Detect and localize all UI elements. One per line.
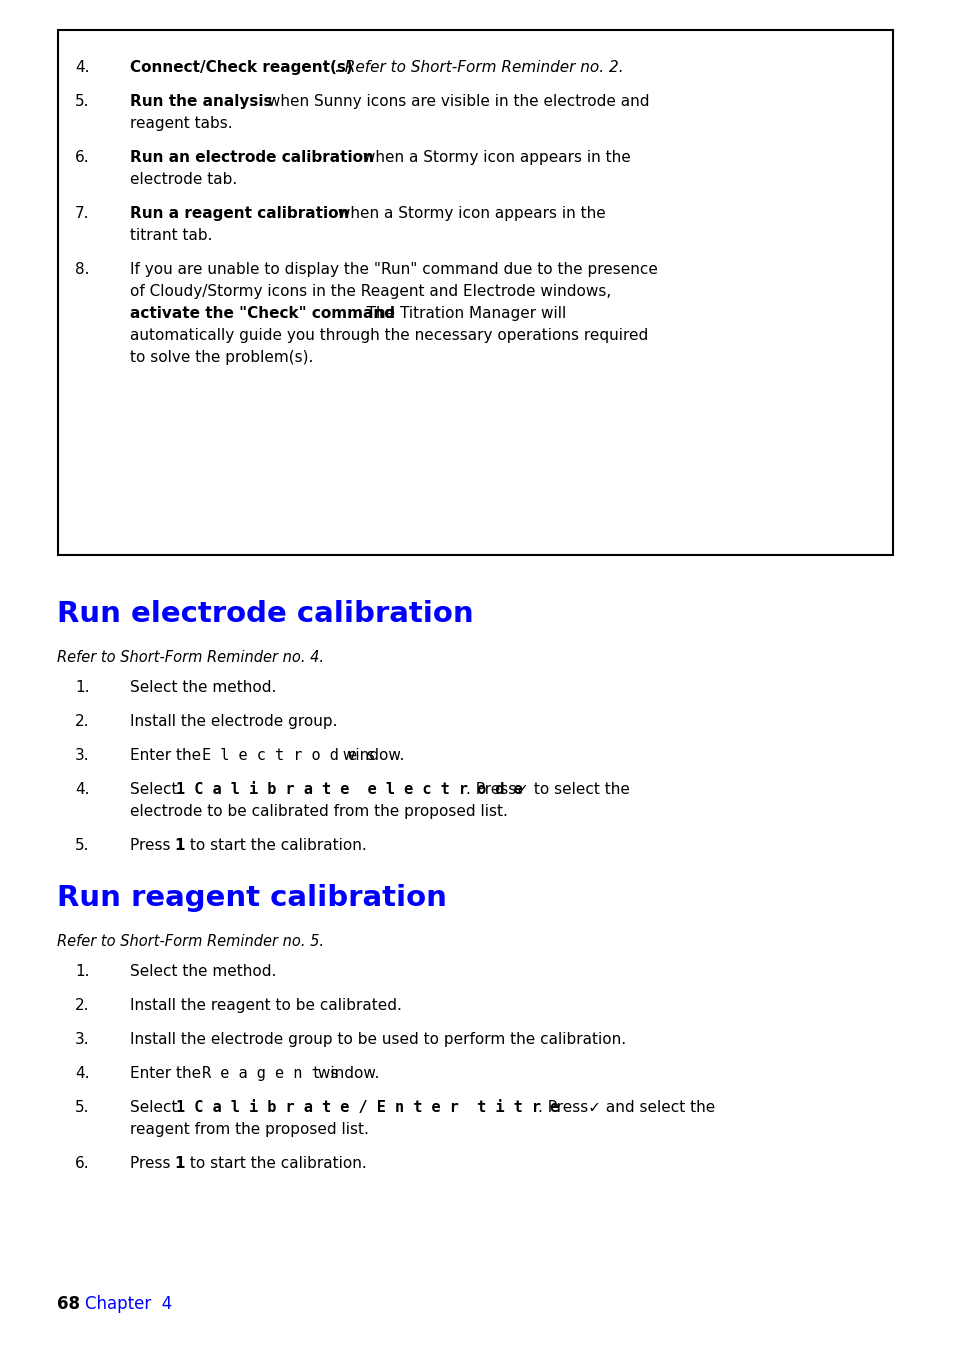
Text: Refer to Short-Form Reminder no. 5.: Refer to Short-Form Reminder no. 5. [57,934,324,949]
Text: Install the electrode group.: Install the electrode group. [130,714,337,729]
Text: 7.: 7. [75,206,90,220]
Text: 3.: 3. [75,748,90,763]
Text: titrant tab.: titrant tab. [130,228,213,243]
Text: 5.: 5. [75,838,90,853]
Text: 4.: 4. [75,59,90,74]
Text: 1.: 1. [75,964,90,979]
Text: to start the calibration.: to start the calibration. [185,1156,366,1171]
Text: 8.: 8. [75,262,90,277]
Text: Chapter  4: Chapter 4 [85,1295,172,1313]
Text: Install the reagent to be calibrated.: Install the reagent to be calibrated. [130,998,401,1013]
FancyBboxPatch shape [58,30,892,556]
Text: 2.: 2. [75,714,90,729]
Text: Select: Select [130,1101,182,1115]
Text: Connect/Check reagent(s): Connect/Check reagent(s) [130,59,353,74]
Text: 1 C a l i b r a t e  e l e c t r o d e: 1 C a l i b r a t e e l e c t r o d e [175,781,522,796]
Text: Install the electrode group to be used to perform the calibration.: Install the electrode group to be used t… [130,1032,625,1046]
Text: Run reagent calibration: Run reagent calibration [57,884,446,913]
Text: Select the method.: Select the method. [130,680,276,695]
Text: Run a reagent calibration: Run a reagent calibration [130,206,349,220]
Text: when Sunny icons are visible in the electrode and: when Sunny icons are visible in the elec… [263,95,649,110]
Text: 5.: 5. [75,95,90,110]
Text: Run the analysis: Run the analysis [130,95,273,110]
Text: . Refer to Short-Form Reminder no. 2.: . Refer to Short-Form Reminder no. 2. [335,59,623,74]
Text: E l e c t r o d e s: E l e c t r o d e s [202,748,375,763]
Text: .  The Titration Manager will: . The Titration Manager will [352,306,566,320]
Text: Select the method.: Select the method. [130,964,276,979]
Text: 2.: 2. [75,998,90,1013]
Text: 6.: 6. [75,150,90,165]
Text: Select: Select [130,781,182,796]
Text: to start the calibration.: to start the calibration. [185,838,366,853]
Text: 68: 68 [57,1295,80,1313]
Text: If you are unable to display the "Run" command due to the presence: If you are unable to display the "Run" c… [130,262,658,277]
Text: Refer to Short-Form Reminder no. 4.: Refer to Short-Form Reminder no. 4. [57,650,324,665]
Text: 5.: 5. [75,1101,90,1115]
Text: . Press✓ and select the: . Press✓ and select the [537,1101,715,1115]
Text: R e a g e n t s: R e a g e n t s [202,1065,338,1082]
Text: to solve the problem(s).: to solve the problem(s). [130,350,313,365]
Text: 4.: 4. [75,781,90,796]
Text: 1 C a l i b r a t e / E n t e r  t i t r e: 1 C a l i b r a t e / E n t e r t i t r … [175,1101,558,1115]
Text: 3.: 3. [75,1032,90,1046]
Text: Run electrode calibration: Run electrode calibration [57,600,473,627]
Text: 4.: 4. [75,1065,90,1082]
Text: electrode tab.: electrode tab. [130,172,237,187]
Text: electrode to be calibrated from the proposed list.: electrode to be calibrated from the prop… [130,804,507,819]
Text: of Cloudy/Stormy icons in the Reagent and Electrode windows,: of Cloudy/Stormy icons in the Reagent an… [130,284,611,299]
Text: 6.: 6. [75,1156,90,1171]
Text: activate the "Check" command: activate the "Check" command [130,306,395,320]
Text: automatically guide you through the necessary operations required: automatically guide you through the nece… [130,329,648,343]
Text: reagent tabs.: reagent tabs. [130,116,233,131]
Text: 1.: 1. [75,680,90,695]
Text: Enter the: Enter the [130,748,206,763]
Text: window.: window. [337,748,404,763]
Text: when a Stormy icon appears in the: when a Stormy icon appears in the [333,206,605,220]
Text: window.: window. [313,1065,379,1082]
Text: Enter the: Enter the [130,1065,206,1082]
Text: Run an electrode calibration: Run an electrode calibration [130,150,374,165]
Text: reagent from the proposed list.: reagent from the proposed list. [130,1122,369,1137]
Text: 1: 1 [173,838,184,853]
Text: Press: Press [130,1156,175,1171]
Text: 1: 1 [173,1156,184,1171]
Text: Press: Press [130,838,175,853]
Text: when a Stormy icon appears in the: when a Stormy icon appears in the [357,150,630,165]
Text: . Press✓ to select the: . Press✓ to select the [465,781,629,796]
